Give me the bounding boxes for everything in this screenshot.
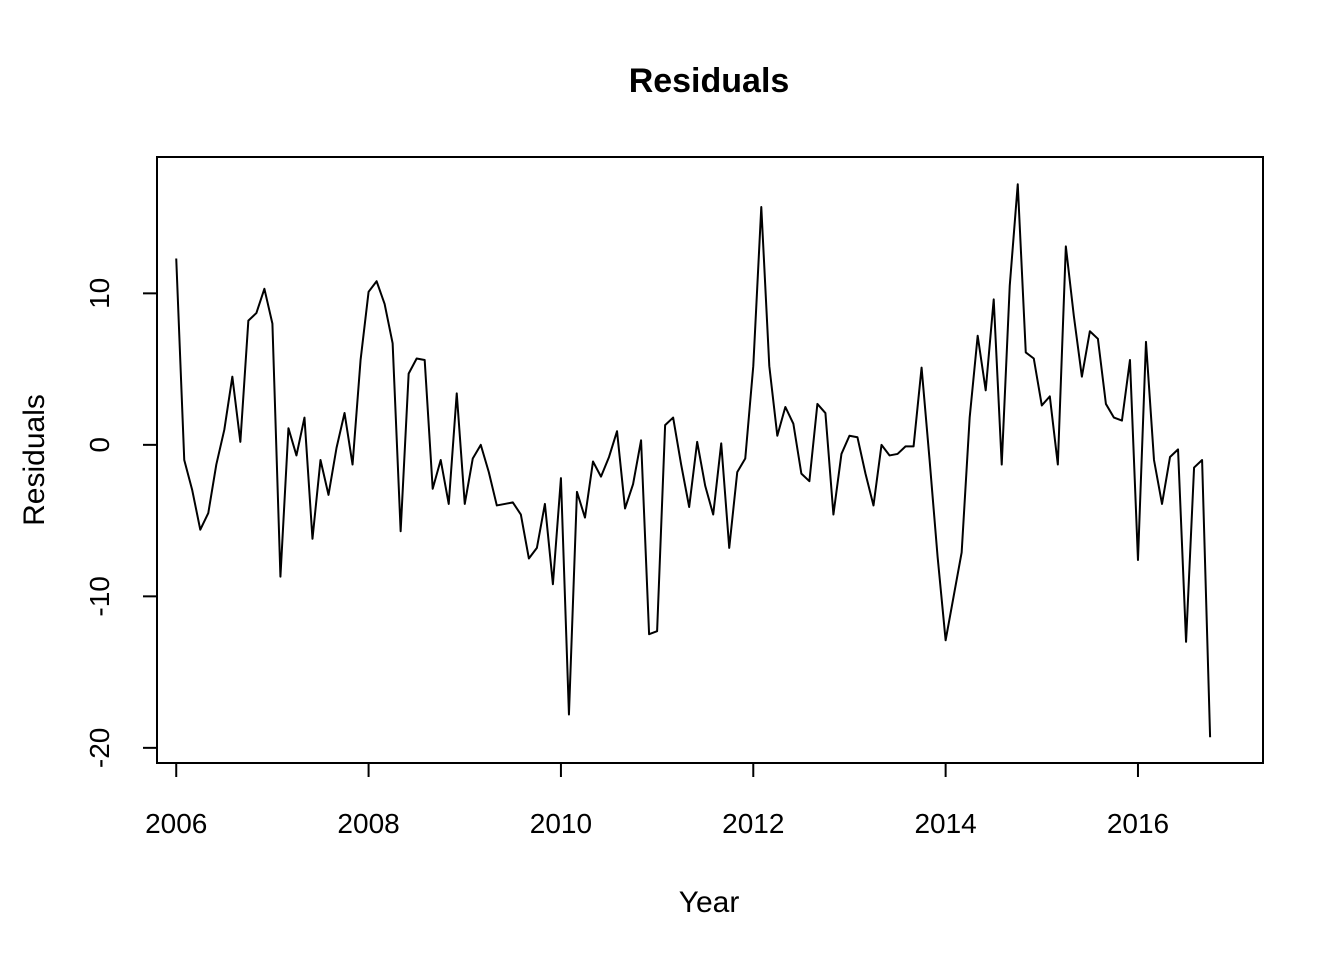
x-tick-label: 2016 <box>1107 808 1169 839</box>
y-axis: -20 -10 0 10 <box>84 278 158 768</box>
x-tick-label: 2014 <box>914 808 976 839</box>
x-axis-label: Year <box>679 886 740 919</box>
x-tick-label: 2008 <box>337 808 399 839</box>
x-tick-label: 2010 <box>530 808 592 839</box>
x-tick-label: 2012 <box>722 808 784 839</box>
y-tick-label: 10 <box>84 278 115 309</box>
y-tick-label: -20 <box>84 728 115 768</box>
x-tick-label: 2006 <box>145 808 207 839</box>
y-tick-label: 0 <box>84 437 115 453</box>
chart-title: Residuals <box>629 62 790 100</box>
y-axis-label: Residuals <box>18 394 51 526</box>
plot-frame <box>156 156 1264 764</box>
y-tick-label: -10 <box>84 576 115 616</box>
x-axis: 2006 2008 2010 2012 2014 2016 <box>145 762 1169 839</box>
residuals-series-line <box>175 183 1212 738</box>
